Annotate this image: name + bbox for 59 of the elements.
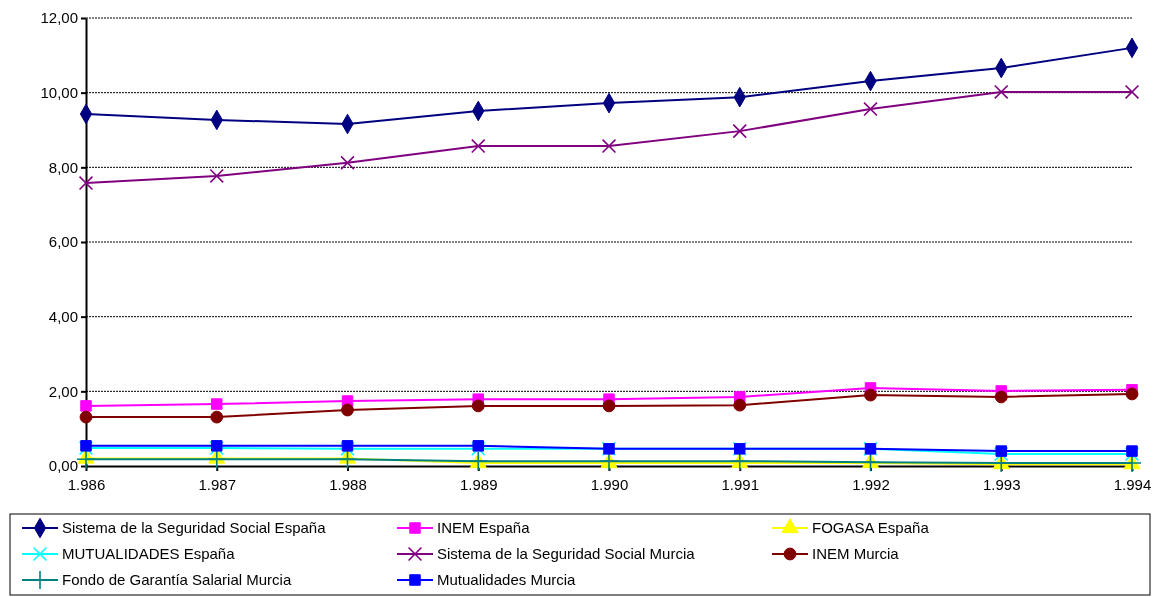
x-tick-label: 1.990: [590, 475, 629, 493]
x-tick-label: 1.989: [459, 475, 498, 493]
point: [337, 449, 358, 470]
point: [210, 410, 224, 424]
point: [340, 155, 355, 171]
y-tick-label: 8,00: [48, 158, 78, 176]
x-tick-label: 1.994: [1113, 475, 1152, 493]
y-tick-label: 2,00: [48, 382, 78, 400]
point: [733, 398, 747, 412]
point: [1124, 446, 1140, 462]
point: [472, 440, 484, 452]
point: [211, 398, 223, 410]
x-tick-label: 1.991: [721, 475, 760, 493]
legend-label: FOGASA España: [812, 519, 930, 536]
point: [340, 441, 355, 457]
point: [341, 403, 354, 417]
y-tick-label: 12,00: [40, 9, 78, 27]
point: [471, 138, 486, 154]
point: [602, 399, 616, 413]
point: [78, 440, 94, 456]
legend-label: MUTUALIDADES España: [62, 545, 236, 562]
point: [209, 440, 224, 456]
point: [80, 440, 92, 452]
point: [206, 449, 227, 470]
point: [601, 138, 617, 154]
y-tick-label: 4,00: [48, 307, 78, 325]
point: [471, 399, 485, 413]
point: [1126, 445, 1138, 457]
point: [994, 446, 1009, 462]
point: [76, 449, 96, 470]
legend-label: INEM Murcia: [812, 545, 900, 562]
point: [994, 390, 1008, 404]
x-tick-label: 1.992: [852, 475, 890, 493]
point: [341, 440, 354, 452]
x-tick-label: 1.987: [198, 475, 237, 493]
point: [864, 388, 877, 402]
point: [732, 123, 747, 139]
legend-label: Sistema de la Seguridad Social España: [62, 519, 327, 536]
point: [78, 175, 94, 191]
point: [994, 84, 1009, 100]
point: [1124, 84, 1140, 100]
y-tick-label: 6,00: [48, 233, 78, 251]
point: [471, 441, 486, 457]
y-tick-label: 10,00: [40, 83, 78, 101]
legend-label: Mutualidades Murcia: [437, 571, 577, 588]
x-tick-label: 1.986: [67, 475, 106, 493]
point: [863, 101, 878, 117]
y-tick-label: 0,00: [48, 457, 78, 475]
point: [995, 445, 1007, 457]
x-tick-label: 1.988: [329, 475, 367, 493]
point: [209, 168, 224, 184]
point: [80, 400, 92, 412]
point: [211, 440, 223, 452]
legend-label: Sistema de la Seguridad Social Murcia: [437, 545, 696, 562]
legend-label: Fondo de Garantía Salarial Murcia: [62, 571, 292, 588]
legend-label: INEM España: [437, 519, 531, 536]
point: [1125, 387, 1139, 401]
point: [79, 410, 93, 424]
x-tick-label: 1.993: [982, 475, 1021, 493]
